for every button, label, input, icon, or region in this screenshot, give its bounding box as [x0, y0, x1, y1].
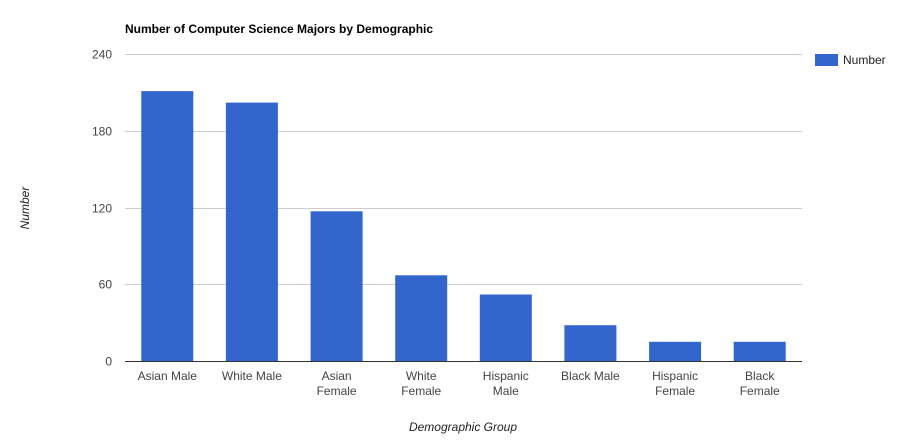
- x-tick-label: Black Female: [740, 369, 780, 398]
- bars: [141, 91, 786, 362]
- bar[interactable]: [141, 91, 194, 361]
- x-tick-label: Black Male: [561, 369, 620, 383]
- bar[interactable]: [733, 341, 786, 361]
- bar[interactable]: [310, 211, 363, 361]
- x-axis-title: Demographic Group: [409, 420, 517, 434]
- chart-title: Number of Computer Science Majors by Dem…: [125, 22, 433, 36]
- bar[interactable]: [395, 275, 448, 361]
- legend-label: Number: [843, 53, 886, 67]
- y-tick-label: 180: [92, 125, 112, 139]
- legend-swatch: [815, 54, 838, 66]
- x-axis-ticks: Asian Male White Male Asian Female White Fema…: [138, 369, 780, 398]
- bar[interactable]: [649, 341, 702, 361]
- y-axis-title: Number: [18, 186, 32, 230]
- x-tick-label: Asian Male: [138, 369, 198, 383]
- bar[interactable]: [225, 102, 278, 361]
- y-tick-label: 60: [99, 278, 113, 292]
- bar[interactable]: [479, 294, 532, 362]
- bar[interactable]: [564, 325, 617, 361]
- x-tick-label: Hispanic Female: [652, 369, 698, 398]
- y-tick-label: 0: [105, 355, 112, 369]
- y-tick-label: 240: [92, 48, 112, 62]
- x-tick-label: White Female: [401, 369, 441, 398]
- x-tick-label: Asian Female: [317, 369, 357, 398]
- legend: Number: [815, 53, 886, 67]
- y-tick-label: 120: [92, 202, 112, 216]
- x-tick-label: Hispanic Male: [483, 369, 529, 398]
- x-tick-label: White Male: [222, 369, 282, 383]
- y-axis-ticks: 0 60 120 180 240: [92, 48, 112, 369]
